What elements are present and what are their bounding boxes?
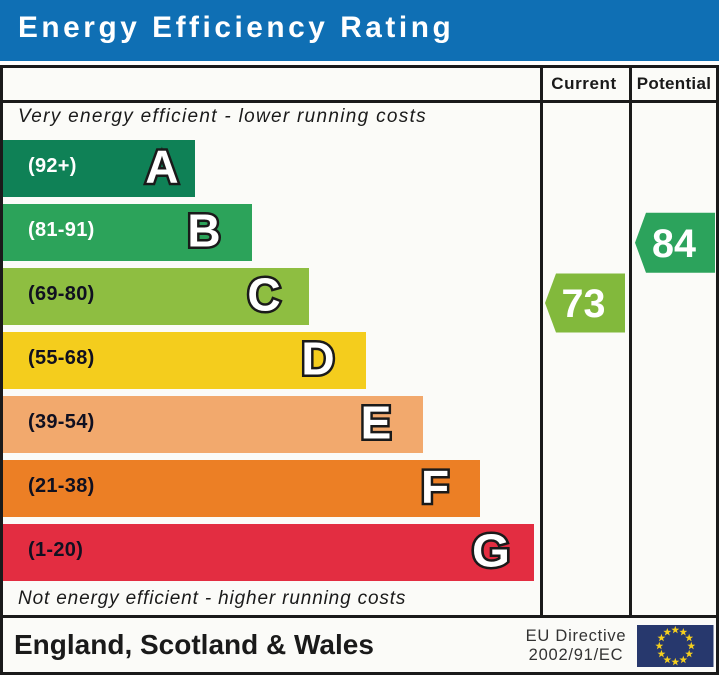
svg-text:G: G	[472, 525, 510, 577]
svg-text:E: E	[361, 396, 392, 448]
svg-text:A: A	[145, 140, 178, 192]
svg-text:73: 73	[562, 282, 606, 326]
svg-text:C: C	[247, 268, 280, 320]
svg-text:B: B	[187, 204, 220, 256]
svg-text:D: D	[301, 332, 334, 384]
svg-text:84: 84	[652, 222, 696, 266]
svg-text:F: F	[421, 460, 449, 512]
